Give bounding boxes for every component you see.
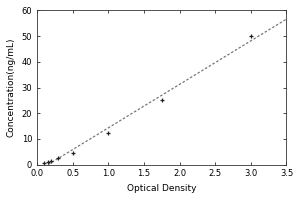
Y-axis label: Concentration(ng/mL): Concentration(ng/mL) (7, 38, 16, 137)
X-axis label: Optical Density: Optical Density (127, 184, 196, 193)
